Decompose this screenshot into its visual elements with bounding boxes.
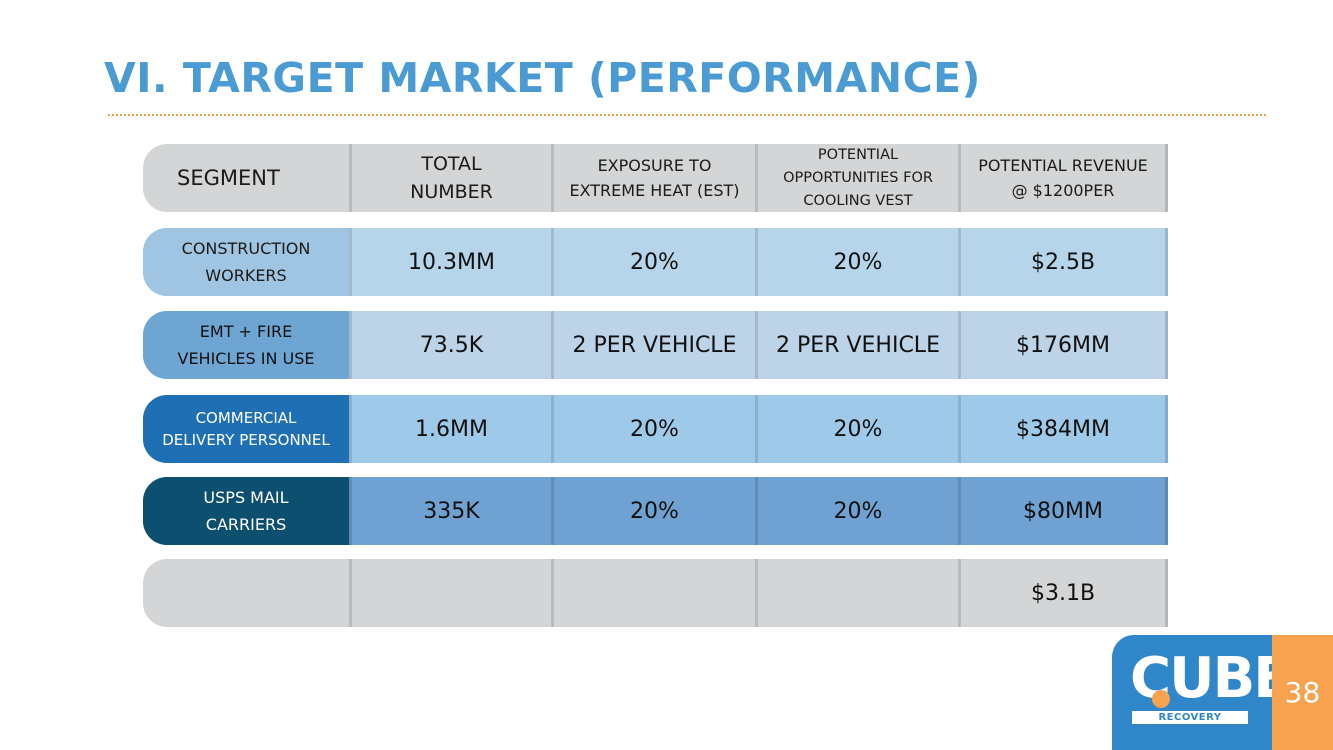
total-cell: 10.3MM [349,228,551,296]
opportunities-cell: 20% [755,395,958,463]
opportunities-cell: 2 PER VEHICLE [755,311,958,379]
page-number-box: 38 [1272,635,1333,750]
revenue-cell: $176MM [958,311,1168,379]
total-cell: 335K [349,477,551,545]
table-row: CONSTRUCTION WORKERS 10.3MM 20% 20% $2.5… [143,228,1168,296]
segment-cell: EMT + FIRE VEHICLES IN USE [143,311,349,379]
table-header-row: SEGMENT TOTAL NUMBER EXPOSURE TO EXTREME… [143,144,1168,212]
segment-cell: COMMERCIAL DELIVERY PERSONNEL [143,395,349,463]
header-total-number: TOTAL NUMBER [349,144,551,212]
table-row: EMT + FIRE VEHICLES IN USE 73.5K 2 PER V… [143,311,1168,379]
page-number: 38 [1284,676,1321,709]
brand-footer: CUBE RECOVERY 38 [1112,635,1333,750]
exposure-cell: 20% [551,228,755,296]
logo-accent-dot [1152,690,1170,708]
header-segment: SEGMENT [177,166,280,190]
opportunities-cell: 20% [755,228,958,296]
opportunities-cell: 20% [755,477,958,545]
table-total-row: $3.1B [143,559,1168,627]
logo-tagline: RECOVERY [1132,711,1248,724]
exposure-cell: 20% [551,395,755,463]
table-row: COMMERCIAL DELIVERY PERSONNEL 1.6MM 20% … [143,395,1168,463]
total-row-total [349,559,551,627]
revenue-cell: $2.5B [958,228,1168,296]
segment-cell: USPS MAIL CARRIERS [143,477,349,545]
total-cell: 1.6MM [349,395,551,463]
header-opportunities: POTENTIAL OPPORTUNITIES FOR COOLING VEST [755,144,958,212]
revenue-cell: $384MM [958,395,1168,463]
cube-recovery-logo: CUBE RECOVERY [1112,635,1292,750]
dotted-divider [108,114,1266,116]
header-exposure: EXPOSURE TO EXTREME HEAT (EST) [551,144,755,212]
total-row-segment [143,559,349,627]
exposure-cell: 20% [551,477,755,545]
total-row-exposure [551,559,755,627]
revenue-cell: $80MM [958,477,1168,545]
header-revenue: POTENTIAL REVENUE @ $1200PER [958,144,1168,212]
total-cell: 73.5K [349,311,551,379]
table-row: USPS MAIL CARRIERS 335K 20% 20% $80MM [143,477,1168,545]
exposure-cell: 2 PER VEHICLE [551,311,755,379]
segment-cell: CONSTRUCTION WORKERS [143,228,349,296]
total-row-opportunities [755,559,958,627]
slide-title: VI. TARGET MARKET (PERFORMANCE) [104,54,981,102]
total-revenue-cell: $3.1B [958,559,1168,627]
